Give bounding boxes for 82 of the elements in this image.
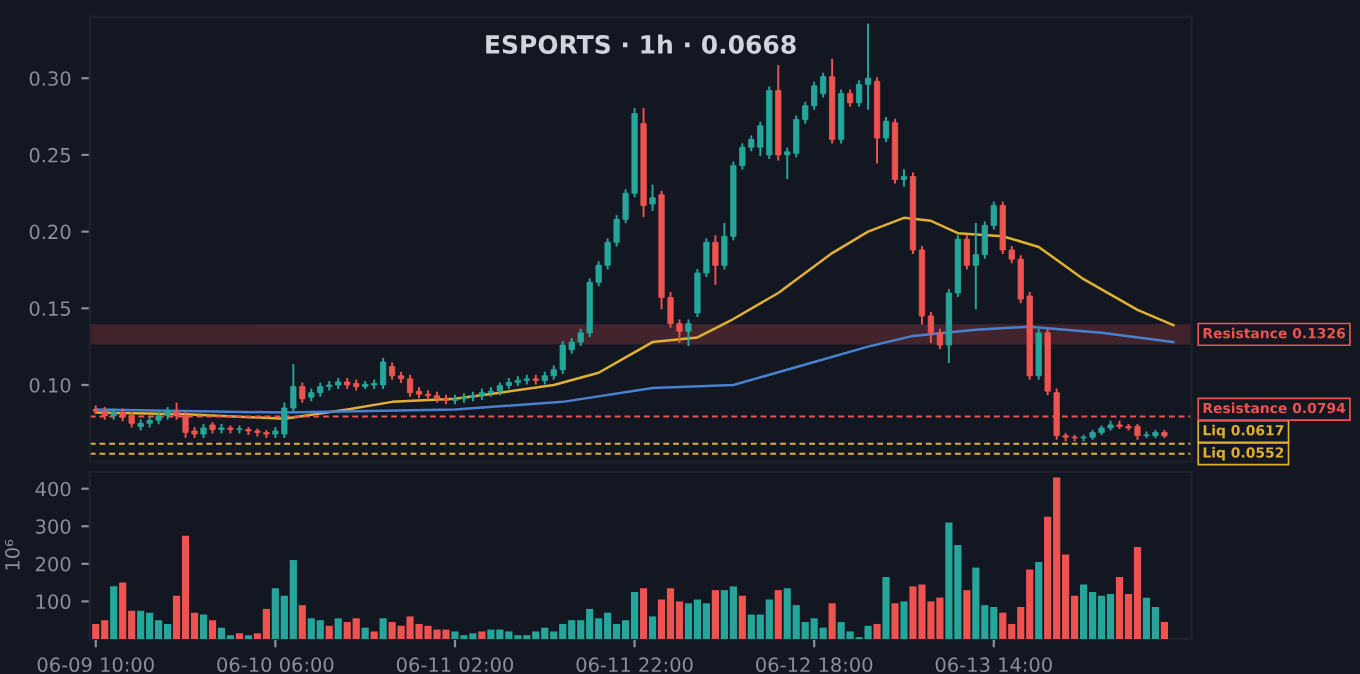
bar: [92, 623, 100, 639]
candlestick: [236, 425, 243, 434]
bar: [945, 522, 953, 639]
bar: [119, 582, 127, 639]
bar: [891, 603, 899, 639]
bar: [370, 631, 378, 639]
bar: [262, 608, 270, 639]
bar: [765, 599, 773, 639]
bar: [1035, 561, 1043, 639]
bar: [972, 567, 980, 639]
bar: [325, 625, 333, 639]
y-tick-label: 0.30: [29, 71, 71, 86]
bar: [828, 603, 836, 639]
bar: [1080, 584, 1088, 639]
bar: [487, 629, 495, 639]
bar: [774, 590, 782, 639]
y-axis-title: 10⁶: [5, 539, 20, 570]
x-tick-label: 06-12 18:00: [756, 657, 873, 673]
bar: [1160, 622, 1169, 639]
x-tick-label: 06-09 10:00: [37, 657, 154, 673]
candlestick: [685, 319, 692, 347]
candlestick: [227, 425, 234, 434]
bar: [361, 627, 369, 639]
y-tick-label: 300: [36, 519, 71, 534]
candlestick: [838, 89, 845, 144]
bar: [316, 620, 324, 639]
y-tick-label: 0.20: [29, 224, 71, 240]
bar: [900, 601, 908, 639]
bar: [298, 605, 306, 639]
candlestick: [882, 117, 890, 143]
bar: [1115, 576, 1124, 639]
candlestick: [963, 235, 970, 270]
bar: [684, 603, 693, 639]
y-tick-label: 0.25: [29, 147, 71, 163]
bar: [999, 612, 1007, 639]
candlestick: [900, 169, 908, 187]
bar: [478, 631, 486, 639]
bar: [639, 588, 648, 639]
bar: [738, 595, 746, 639]
y-tick-label: 0.15: [29, 301, 71, 316]
bar: [379, 618, 387, 639]
x-tick-label: 06-11 22:00: [576, 657, 693, 673]
y-tick-label: 100: [36, 594, 71, 610]
y-tick-label: 400: [35, 481, 71, 497]
candlestick: [712, 235, 719, 285]
bar: [630, 592, 639, 639]
bar: [334, 618, 342, 639]
bar: [729, 586, 737, 639]
bar: [693, 599, 702, 639]
candlestick: [299, 382, 306, 403]
bar: [181, 535, 190, 639]
bar: [208, 620, 217, 639]
bar: [666, 588, 675, 639]
candlestick: [406, 374, 414, 397]
candlestick: [649, 184, 656, 212]
bar: [1142, 597, 1151, 639]
bar: [711, 590, 719, 639]
y-tick-label: 200: [36, 556, 71, 572]
bar: [352, 618, 360, 639]
candlestick: [855, 80, 863, 107]
bar: [1133, 546, 1142, 639]
bar: [882, 576, 890, 639]
bar: [289, 560, 297, 639]
bar: [1106, 593, 1115, 639]
x-tick-label: 06-10 06:00: [217, 657, 334, 673]
bar: [702, 603, 711, 639]
candlestick: [1035, 328, 1042, 380]
bar: [1088, 592, 1097, 639]
bar: [235, 633, 244, 639]
text: ESPORTS · 1h · 0.0668: [486, 34, 796, 54]
bar: [1097, 595, 1106, 639]
bar: [137, 610, 145, 639]
bar: [873, 623, 881, 639]
y-tick-label: 0.10: [29, 377, 71, 393]
bar: [199, 614, 208, 639]
x-tick-label: 06-13 14:00: [935, 657, 1052, 673]
bar: [110, 586, 118, 639]
bar: [963, 590, 971, 639]
bar: [648, 616, 657, 639]
bar: [217, 627, 226, 639]
x-tick-label: 06-11 02:00: [396, 657, 514, 673]
candlestick: [864, 23, 872, 110]
